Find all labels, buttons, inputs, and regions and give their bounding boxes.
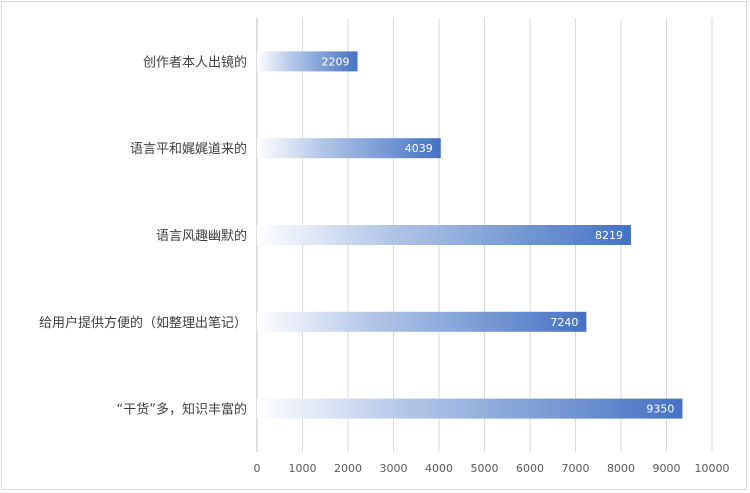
category-label: 语言风趣幽默的 [156, 228, 247, 244]
category-label: 创作者本人出镜的 [143, 54, 247, 70]
x-axis-tick-labels: 0 1000 2000 3000 4000 5000 6000 7000 8000 9000 100… [254, 462, 730, 475]
x-tick-label: 3000 [380, 462, 408, 475]
bar-value-label: 9350 [646, 403, 674, 416]
category-labels: 创作者本人出镜的语言平和娓娓道来的语言风趣幽默的给用户提供方便的（如整理出笔记）… [39, 54, 247, 417]
x-tick-label: 7000 [562, 462, 590, 475]
x-tick-label: 6000 [516, 462, 544, 475]
x-tick-label: 10000 [695, 462, 730, 475]
bar [257, 138, 441, 159]
bar-value-label: 7240 [550, 316, 578, 329]
bar [257, 311, 587, 332]
bar-value-label: 2209 [322, 55, 350, 68]
bar [257, 51, 358, 72]
category-label: “干货”多，知识丰富的 [117, 402, 247, 418]
bars: 2209 4039 8219 7240 9350 [257, 51, 683, 419]
category-label: 给用户提供方便的（如整理出笔记） [39, 315, 247, 331]
bar-value-label: 4039 [405, 142, 433, 155]
category-label: 语言平和娓娓道来的 [130, 141, 247, 157]
x-tick-label: 9000 [653, 462, 681, 475]
x-tick-label: 4000 [425, 462, 453, 475]
x-tick-label: 8000 [607, 462, 635, 475]
x-tick-label: 1000 [289, 462, 317, 475]
bar-value-label: 8219 [595, 229, 623, 242]
x-tick-label: 0 [254, 462, 261, 475]
x-tick-label: 2000 [334, 462, 362, 475]
bar [257, 398, 683, 419]
x-tick-label: 5000 [471, 462, 499, 475]
bar [257, 225, 631, 245]
